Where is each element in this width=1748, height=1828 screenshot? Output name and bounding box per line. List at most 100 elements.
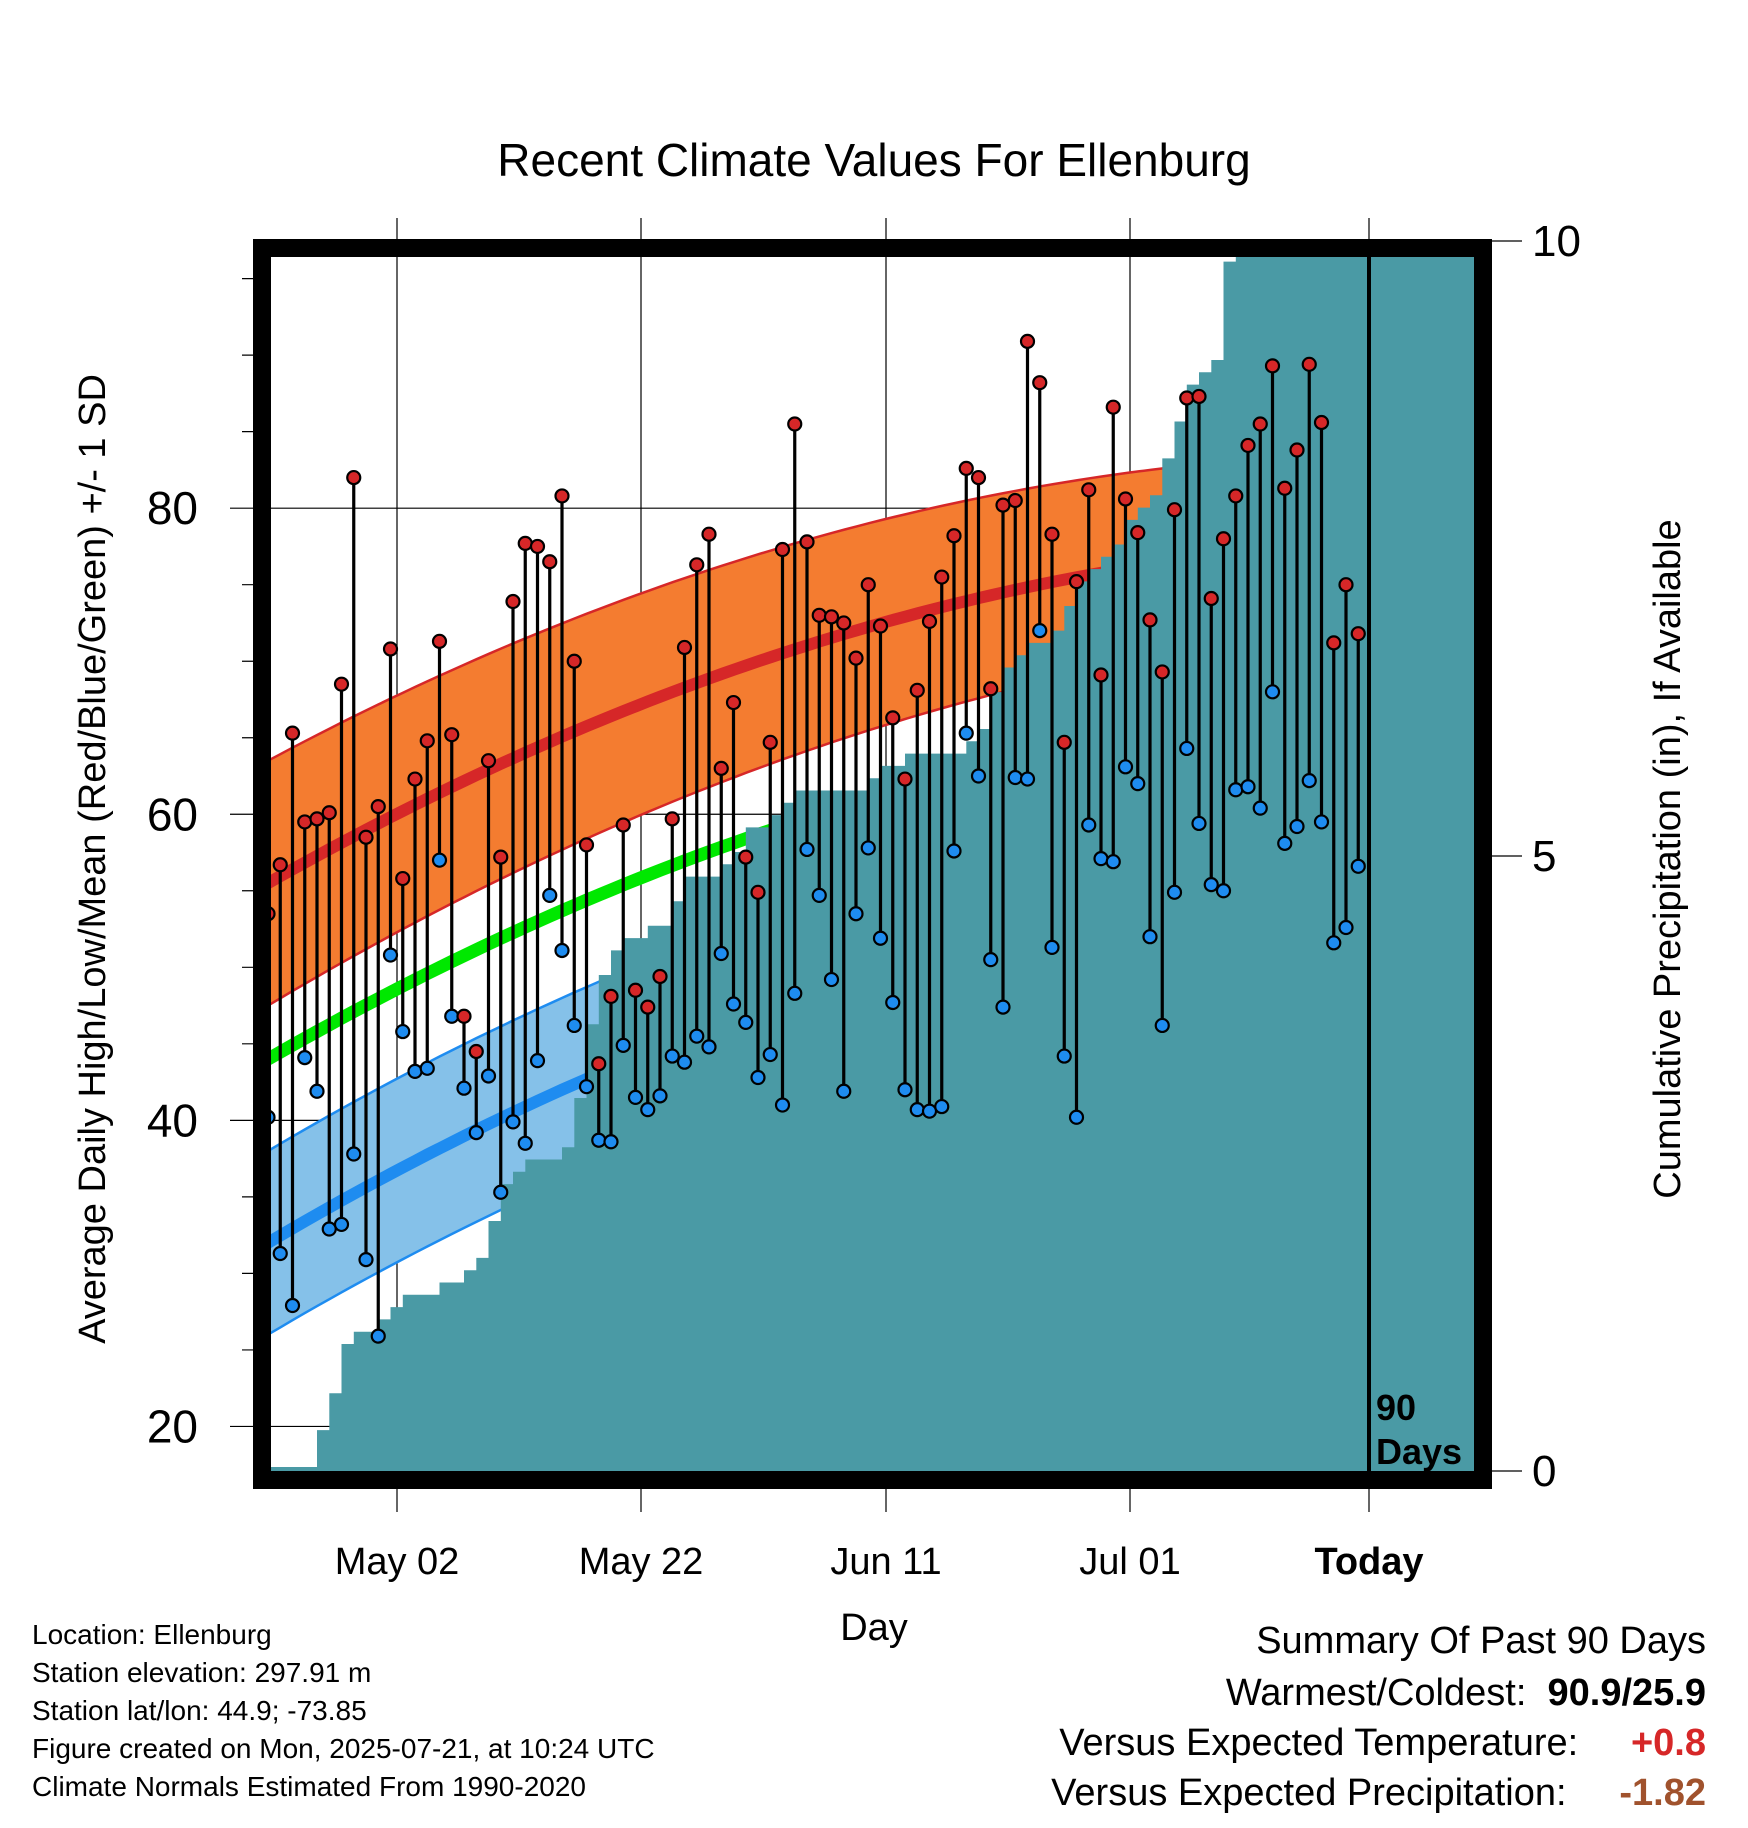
daily-low-point bbox=[431, 852, 448, 868]
daily-low-point bbox=[468, 1124, 484, 1141]
daily-low-point bbox=[346, 1146, 362, 1162]
daily-high-point bbox=[983, 681, 999, 697]
daily-high-point bbox=[1117, 491, 1134, 507]
daily-high-point bbox=[970, 469, 987, 486]
x-tick-label: Today bbox=[1314, 1541, 1423, 1583]
footer-normals: Climate Normals Estimated From 1990-2020 bbox=[32, 1771, 586, 1802]
daily-low-point bbox=[370, 1328, 386, 1344]
daily-high-point bbox=[1326, 635, 1342, 651]
daily-low-point bbox=[921, 1103, 938, 1119]
daily-low-point bbox=[970, 768, 987, 784]
footer-created: Figure created on Mon, 2025-07-21, at 10… bbox=[32, 1733, 655, 1764]
y-axis-label: Average Daily High/Low/Mean (Red/Blue/Gr… bbox=[72, 374, 114, 1344]
daily-high-point bbox=[1228, 488, 1244, 504]
summary-warmest-row: Warmest/Coldest: 90.9/25.9 bbox=[1226, 1672, 1706, 1715]
daily-low-point bbox=[407, 1063, 423, 1079]
daily-high-point bbox=[395, 870, 411, 887]
daily-low-point bbox=[1032, 623, 1048, 639]
daily-low-point bbox=[1142, 929, 1158, 945]
daily-high-point bbox=[358, 829, 374, 845]
daily-low-point bbox=[1313, 814, 1330, 830]
daily-high-point bbox=[1240, 437, 1256, 454]
daily-low-point bbox=[1105, 854, 1121, 870]
x-tick-label: Jun 11 bbox=[830, 1541, 941, 1583]
daily-high-point bbox=[333, 676, 350, 692]
daily-high-point bbox=[811, 607, 827, 623]
daily-low-point bbox=[297, 1049, 313, 1066]
daily-low-point bbox=[664, 1048, 680, 1064]
daily-high-point bbox=[1264, 358, 1281, 374]
daily-high-point bbox=[1032, 375, 1048, 391]
y2-tick-label: 0 bbox=[1532, 1447, 1556, 1496]
daily-low-point bbox=[995, 999, 1011, 1015]
y-tick-label: 80 bbox=[147, 482, 198, 534]
daily-low-point bbox=[1215, 883, 1232, 899]
summary-precip-label: Versus Expected Precipitation: bbox=[1051, 1772, 1567, 1814]
daily-high-point bbox=[934, 569, 950, 585]
daily-high-point bbox=[787, 416, 803, 432]
daily-low-point bbox=[958, 725, 974, 741]
y-tick-label: 40 bbox=[147, 1094, 198, 1146]
daily-high-point bbox=[1179, 390, 1195, 406]
daily-high-point bbox=[505, 593, 521, 610]
daily-high-point bbox=[321, 805, 337, 821]
daily-low-point bbox=[909, 1102, 925, 1118]
daily-high-point bbox=[615, 817, 631, 833]
daily-high-point bbox=[640, 999, 656, 1015]
daily-high-point bbox=[799, 534, 815, 550]
daily-high-point bbox=[762, 734, 778, 750]
daily-high-point bbox=[750, 884, 766, 900]
daily-low-point bbox=[333, 1216, 350, 1233]
daily-high-point bbox=[456, 1008, 472, 1024]
daily-low-point bbox=[529, 1053, 546, 1069]
daily-low-point bbox=[787, 985, 803, 1001]
daily-high-point bbox=[1350, 626, 1366, 642]
daily-high-point bbox=[284, 725, 301, 741]
daily-high-point bbox=[493, 849, 509, 865]
daily-low-point bbox=[419, 1060, 435, 1076]
daily-high-point bbox=[1313, 414, 1330, 431]
daily-low-point bbox=[860, 840, 876, 856]
daily-low-point bbox=[983, 952, 999, 968]
daily-high-point bbox=[529, 538, 546, 555]
y-tick-label: 60 bbox=[147, 788, 198, 840]
daily-high-point bbox=[1142, 612, 1158, 628]
daily-high-point bbox=[1252, 416, 1268, 432]
daily-low-point bbox=[578, 1079, 595, 1095]
today-days-word: Days bbox=[1376, 1431, 1462, 1472]
daily-low-point bbox=[1056, 1048, 1072, 1064]
daily-high-point bbox=[701, 526, 717, 542]
daily-low-point bbox=[1081, 817, 1097, 833]
daily-low-point bbox=[1228, 782, 1244, 798]
precip-area-fill bbox=[268, 248, 1483, 1471]
daily-low-point bbox=[358, 1252, 374, 1268]
daily-low-point bbox=[640, 1102, 656, 1118]
precip-area bbox=[268, 248, 1483, 1471]
daily-high-point bbox=[297, 814, 313, 830]
daily-low-point bbox=[701, 1039, 717, 1055]
daily-low-point bbox=[897, 1082, 913, 1098]
daily-low-point bbox=[750, 1069, 766, 1086]
daily-range-stems bbox=[266, 341, 1360, 1337]
daily-high-point bbox=[407, 771, 423, 787]
daily-low-point bbox=[1044, 939, 1060, 956]
daily-low-point bbox=[382, 947, 399, 963]
daily-low-point bbox=[1019, 771, 1036, 787]
daily-high-point bbox=[346, 469, 362, 486]
daily-low-point bbox=[444, 1008, 460, 1024]
daily-low-point bbox=[395, 1023, 411, 1040]
x-tick-label: Jul 01 bbox=[1079, 1541, 1180, 1583]
x-tick-label: May 02 bbox=[335, 1541, 460, 1583]
daily-high-point bbox=[725, 694, 742, 711]
today-days-number: 90 bbox=[1376, 1387, 1416, 1428]
daily-high-point bbox=[1338, 577, 1354, 593]
daily-high-point bbox=[689, 557, 705, 573]
daily-low-point bbox=[1093, 851, 1109, 867]
summary-temp-row: Versus Expected Temperature: +0.8 bbox=[1059, 1722, 1706, 1765]
daily-low-point bbox=[1179, 740, 1195, 757]
y2-tick-label: 10 bbox=[1532, 217, 1581, 266]
daily-low-point bbox=[627, 1089, 644, 1105]
daily-high-point bbox=[958, 460, 974, 476]
daily-low-point bbox=[1289, 818, 1305, 835]
daily-high-point bbox=[823, 609, 840, 625]
